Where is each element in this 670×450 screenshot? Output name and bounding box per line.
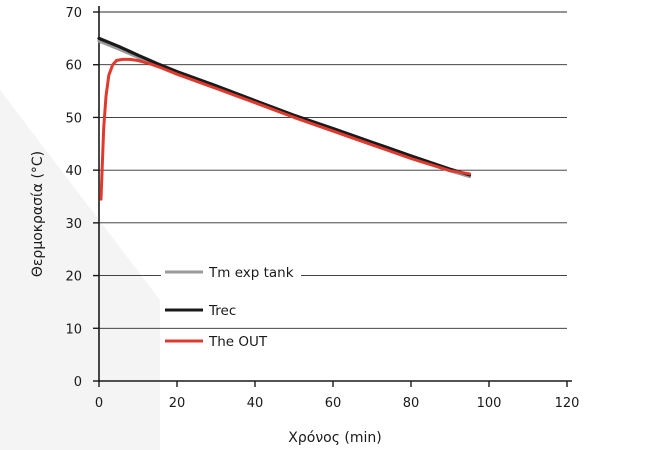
x-axis-title: Χρόνος (min) [288, 430, 381, 446]
background-decoration [0, 90, 160, 450]
x-axis-ticks: 0 20 40 60 80 100 120 [95, 381, 580, 411]
y-tick-label-50: 50 [65, 111, 82, 126]
y-tick-label-0: 0 [74, 375, 82, 390]
y-tick-label-60: 60 [65, 59, 82, 74]
y-tick-label-30: 30 [65, 217, 82, 232]
x-tick-label-0: 0 [95, 396, 103, 411]
legend-bg-trec [161, 298, 301, 320]
legend-label-tm-exp-tank: Tm exp tank [208, 265, 294, 281]
legend-bg-tm-exp-tank [161, 260, 301, 282]
legend-label-the-out: The OUT [208, 334, 268, 350]
x-tick-label-40: 40 [247, 396, 264, 411]
legend-bg-the-out [161, 329, 301, 351]
y-axis-ticks: 0 10 20 30 40 50 60 70 [65, 6, 99, 390]
x-tick-label-100: 100 [477, 396, 502, 411]
x-tick-label-80: 80 [403, 396, 420, 411]
axes [98, 6, 572, 382]
y-tick-label-10: 10 [65, 322, 82, 337]
legend: Tm exp tank Trec The OUT [161, 260, 301, 351]
y-axis-title: Θερμοκρασία (°C) [30, 151, 46, 277]
legend-label-trec: Trec [208, 303, 236, 319]
series-line-trec [97, 36, 472, 177]
y-tick-label-40: 40 [65, 164, 82, 179]
series-lines [97, 36, 472, 201]
series-line-the-out [99, 57, 471, 201]
x-tick-label-60: 60 [325, 396, 342, 411]
x-tick-label-20: 20 [169, 396, 186, 411]
y-tick-label-70: 70 [65, 6, 82, 21]
x-tick-label-120: 120 [555, 396, 580, 411]
y-tick-label-20: 20 [65, 270, 82, 285]
